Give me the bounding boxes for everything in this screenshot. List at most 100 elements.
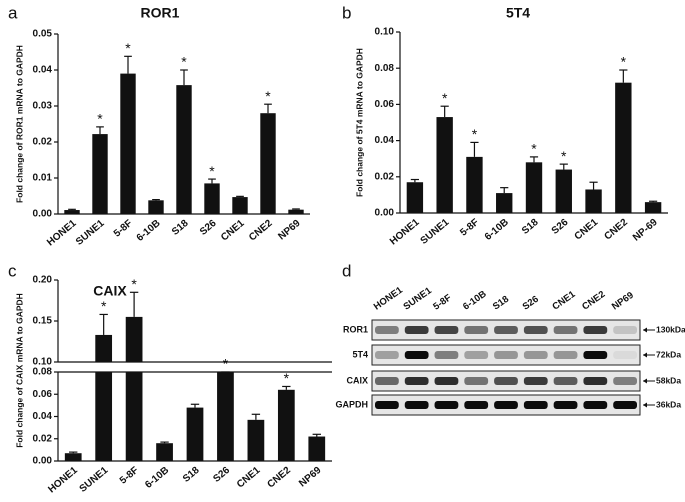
bar xyxy=(148,200,164,214)
bar xyxy=(217,372,234,461)
bar xyxy=(120,73,136,214)
significance-mark: * xyxy=(97,111,103,127)
y-tick-label: 0.02 xyxy=(33,433,53,444)
row-label: 5T4 xyxy=(352,349,368,359)
blot-band xyxy=(613,326,637,334)
y-tick-label: 0.10 xyxy=(375,27,395,38)
blot-band xyxy=(523,377,548,385)
panel-letter: b xyxy=(342,3,351,22)
panel-letter: c xyxy=(8,261,17,280)
significance-mark: * xyxy=(265,88,271,104)
panel-letter: a xyxy=(8,3,18,22)
bar xyxy=(308,436,326,461)
y-tick-label: 0.03 xyxy=(33,101,53,112)
blot-band xyxy=(553,351,578,359)
blot-band xyxy=(553,326,578,334)
significance-mark: * xyxy=(284,370,290,386)
significance-mark: * xyxy=(621,54,627,70)
significance-mark: * xyxy=(131,276,137,292)
y-tick-label: 0.04 xyxy=(33,65,53,76)
blot-band xyxy=(434,401,459,409)
y-tick-label: 0.06 xyxy=(375,99,395,110)
row-label: ROR1 xyxy=(343,324,368,334)
bar xyxy=(125,372,143,461)
blot-band xyxy=(464,351,489,359)
blot-band xyxy=(375,377,399,385)
y-tick-label: 0.05 xyxy=(33,29,53,40)
bar xyxy=(466,156,483,213)
bar xyxy=(436,117,453,213)
y-tick-label: 0.06 xyxy=(33,389,53,400)
arrow-head xyxy=(643,352,647,358)
row-label: GAPDH xyxy=(335,399,368,409)
blot-band xyxy=(375,326,399,334)
bar xyxy=(288,209,304,214)
y-tick-label: 0.15 xyxy=(33,316,53,327)
bar xyxy=(555,169,572,213)
bar xyxy=(232,197,248,214)
bar xyxy=(92,134,108,214)
row-label: CAIX xyxy=(346,375,368,385)
blot-band xyxy=(375,351,399,359)
blot-band xyxy=(613,401,637,409)
y-tick-label: 0.00 xyxy=(33,209,53,220)
blot-strip xyxy=(371,344,641,366)
significance-mark: * xyxy=(531,141,537,157)
blot-band xyxy=(464,401,489,409)
blot-band xyxy=(404,401,429,409)
bar xyxy=(204,183,220,214)
blot-band xyxy=(494,377,518,385)
y-tick-label: 0.08 xyxy=(375,63,395,74)
chart-title: 5T4 xyxy=(506,5,530,21)
y-tick-label: 0.08 xyxy=(33,367,53,378)
blot-band xyxy=(583,377,608,385)
size-label: 58kDa xyxy=(656,375,681,385)
arrow-head xyxy=(643,327,647,333)
bar xyxy=(615,82,632,214)
blot-band xyxy=(494,401,518,409)
bar xyxy=(156,443,173,461)
significance-mark: * xyxy=(125,40,131,56)
y-axis-title: Fold change of 5T4 mRNA to GAPDH xyxy=(354,48,364,197)
y-tick-label: 0.00 xyxy=(375,208,395,219)
bar xyxy=(125,316,143,362)
bar xyxy=(496,193,513,213)
bar xyxy=(95,372,113,461)
significance-mark: * xyxy=(181,54,187,70)
blot-band xyxy=(583,326,608,334)
bar xyxy=(64,210,80,214)
blot-band xyxy=(553,377,578,385)
blot-band xyxy=(494,351,518,359)
blot-band xyxy=(494,326,518,334)
blot-band xyxy=(434,377,459,385)
bar xyxy=(176,85,192,215)
blot-band xyxy=(613,377,637,385)
y-axis-title: Fold change of ROR1 mRNA to GAPDH xyxy=(14,45,24,203)
blot-band xyxy=(583,401,608,409)
arrow-head xyxy=(643,402,647,408)
y-tick-label: 0.00 xyxy=(33,456,53,467)
blot-band xyxy=(464,326,489,334)
y-axis-title: Fold change of CAIX mRNA to GAPDH xyxy=(14,293,24,448)
y-tick-label: 0.04 xyxy=(33,411,53,422)
y-tick-label: 0.20 xyxy=(33,275,53,286)
y-tick-label: 0.02 xyxy=(33,137,53,148)
blot-band xyxy=(404,351,429,359)
bar xyxy=(525,162,543,213)
blot-band xyxy=(434,351,459,359)
bar xyxy=(247,419,265,461)
blot-band xyxy=(523,326,548,334)
chart-title: ROR1 xyxy=(141,5,180,21)
significance-mark: * xyxy=(223,356,229,372)
bar xyxy=(585,189,602,213)
chart-title: CAIX xyxy=(93,283,127,299)
blot-band xyxy=(523,351,548,359)
blot-band xyxy=(434,326,459,334)
y-tick-label: 0.02 xyxy=(375,171,395,182)
bar xyxy=(64,453,82,461)
significance-mark: * xyxy=(442,90,448,106)
bar xyxy=(644,202,662,213)
significance-mark: * xyxy=(472,126,478,142)
y-tick-label: 0.04 xyxy=(375,135,395,146)
